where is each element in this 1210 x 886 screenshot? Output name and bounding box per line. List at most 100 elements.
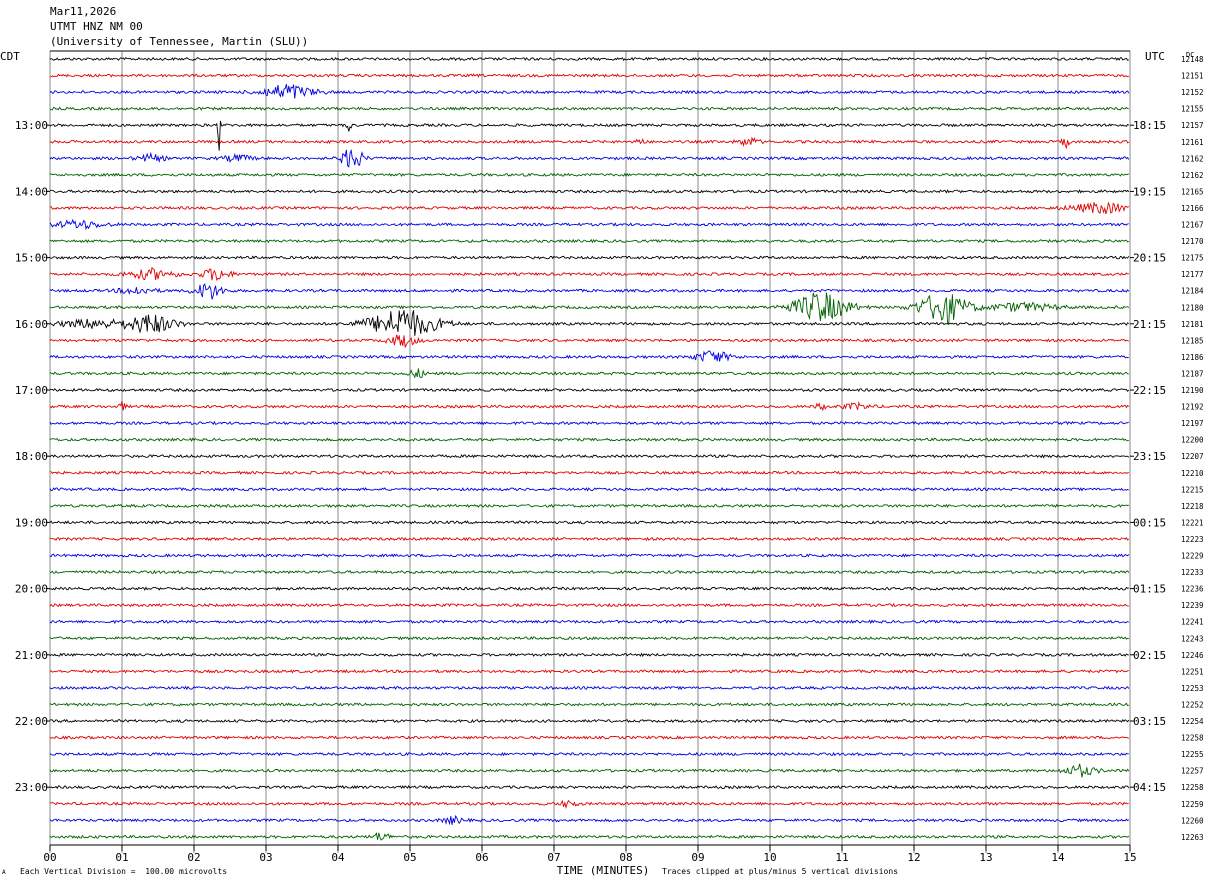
dc-offset-label: 12180 [1181,303,1204,312]
dc-offset-label: 12263 [1181,833,1204,842]
x-tick-label: 06 [475,851,488,864]
utc-hour-label: 18:15 [1133,119,1166,132]
dc-offset-label: 12157 [1181,121,1204,130]
dc-offset-label: 12207 [1181,452,1204,461]
trace-line [49,735,1130,740]
cdt-hour-label: 15:00 [15,252,48,265]
trace-line [49,437,1129,442]
trace-line [49,368,1129,379]
dc-offset-label: 12252 [1181,700,1204,709]
dc-offset-label: 12162 [1181,171,1204,180]
utc-hour-label: 22:15 [1133,384,1166,397]
clip-note: Traces clipped at plus/minus 5 vertical … [662,867,899,876]
trace-line [49,553,1130,558]
x-tick-label: 12 [907,851,920,864]
trace-line [49,586,1130,591]
dc-offset-label: 12210 [1181,469,1204,478]
trace-line [49,751,1129,757]
dc-offset-label: 12161 [1181,138,1204,147]
trace-line [49,718,1130,724]
trace-line [49,832,1130,841]
trace-line [49,106,1129,111]
dc-offset-label: 12165 [1181,187,1204,196]
dc-offset-label: 12181 [1181,320,1204,329]
trace-line [49,238,1130,244]
x-axis-title: TIME (MINUTES) [557,864,650,877]
trace-line [49,218,1129,231]
dc-offset-label: 12215 [1181,485,1204,494]
x-tick-label: 01 [115,851,128,864]
trace-line [49,503,1129,509]
dc-offset-label: 12221 [1181,518,1204,527]
dc-offset-label: 12148 [1181,55,1204,64]
dc-offset-label: 12197 [1181,419,1204,428]
trace-line [49,602,1129,608]
x-tick-label: 05 [403,851,416,864]
dc-offset-label: 12177 [1181,270,1204,279]
cdt-hour-label: 16:00 [15,318,48,331]
utc-hour-label: 01:15 [1133,583,1166,596]
trace-line [50,536,1130,542]
dc-offset-label: 12175 [1181,254,1204,263]
dc-offset-label: 12243 [1181,634,1204,643]
trace-line [49,83,1130,99]
cdt-hour-label: 19:00 [15,516,48,529]
cdt-hour-label: 14:00 [15,185,48,198]
x-tick-label: 02 [187,851,200,864]
scale-note: Each Vertical Division = 100.00 microvol… [20,867,228,876]
dc-offset-label: 12258 [1181,783,1204,792]
minute-grid [46,50,1134,853]
cdt-hour-label: 13:00 [15,119,48,132]
utc-hour-label: 03:15 [1133,715,1166,728]
right-timezone-label: UTC [1145,50,1165,63]
dc-offset-label: 12190 [1181,386,1204,395]
dc-offset-label: 12223 [1181,535,1204,544]
station-code: UTMT HNZ NM 00 [50,20,143,33]
trace-line [49,619,1130,625]
dc-offset-label: 12185 [1181,336,1204,345]
institution-name: (University of Tennessee, Martin (SLU)) [50,35,309,48]
trace-line [49,148,1130,168]
trace-line [49,453,1130,459]
x-tick-label: 14 [1051,851,1065,864]
trace-line [49,569,1130,575]
trace-line [49,520,1130,525]
dc-offset-label: 12167 [1181,221,1204,230]
trace-line [49,652,1129,658]
trace-line [49,350,1129,363]
trace-line [49,120,1130,151]
utc-hour-label: 21:15 [1133,318,1166,331]
dc-offset-label: 12251 [1181,667,1204,676]
dc-offset-label: 12260 [1181,816,1204,825]
dc-offset-label: 12236 [1181,585,1204,594]
x-tick-label: 04 [331,851,345,864]
x-tick-label: 08 [619,851,632,864]
trace-line [49,334,1129,348]
trace-line [49,784,1130,790]
dc-offset-label: 12166 [1181,204,1204,213]
trace-line [49,685,1130,691]
trace-line [49,470,1129,475]
trace-line [49,136,1130,150]
dc-offset-label: 12255 [1181,750,1204,759]
cdt-hour-label: 23:00 [15,781,48,794]
trace-line [49,636,1129,641]
trace-line [49,56,1130,62]
utc-hour-label: 19:15 [1133,185,1166,198]
dc-offset-label: 12233 [1181,568,1204,577]
trace-line [49,487,1129,492]
cdt-hour-label: 20:00 [15,583,48,596]
dc-offset-label: 12259 [1181,800,1204,809]
trace-line [49,255,1130,260]
dc-offset-label: 12192 [1181,403,1204,412]
record-date: Mar11,2026 [50,5,117,18]
dc-offset-label: 12241 [1181,618,1204,627]
x-tick-label: 11 [835,851,848,864]
dc-offset-label: 12253 [1181,684,1204,693]
trace-line [49,420,1130,426]
dc-offset-label: 12229 [1181,552,1204,561]
utc-hour-label: 00:15 [1133,516,1166,529]
trace-line [49,702,1130,707]
trace-line [49,172,1130,178]
cdt-hour-label: 21:00 [15,649,48,662]
